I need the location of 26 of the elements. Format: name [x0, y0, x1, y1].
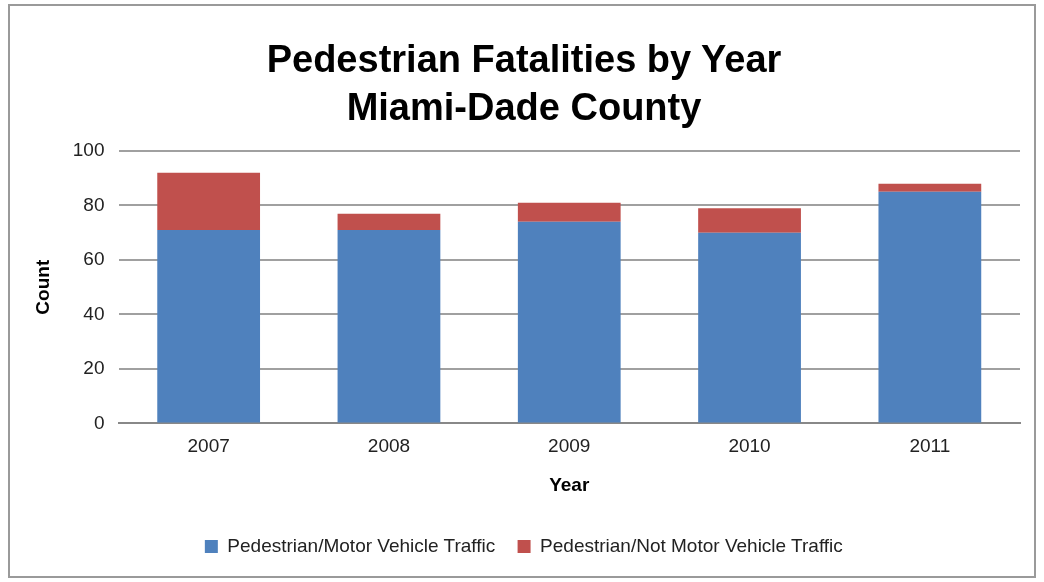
bar	[337, 213, 441, 230]
bar	[157, 172, 261, 230]
y-tick-label: 0	[93, 411, 105, 433]
legend-label: Pedestrian/Motor Vehicle Traffic	[227, 534, 496, 556]
bar	[878, 191, 982, 423]
bar	[698, 208, 801, 233]
legend-label: Pedestrian/Not Motor Vehicle Traffic	[540, 534, 843, 556]
y-tick-label: 40	[83, 302, 105, 324]
y-axis-title: Count	[31, 259, 53, 315]
x-tick-label: 2008	[367, 435, 411, 457]
x-tick-label: 2010	[728, 435, 771, 457]
bar	[878, 183, 982, 192]
x-axis-title: Year	[549, 473, 590, 495]
bar	[517, 221, 621, 423]
y-tick-label: 80	[83, 193, 105, 215]
y-tick-label: 20	[83, 357, 105, 379]
x-tick-label: 2009	[548, 435, 591, 457]
bar	[157, 230, 261, 423]
x-tick-label: 2011	[909, 435, 951, 457]
bar	[517, 202, 621, 222]
chart-title: Pedestrian Fatalities by Year Miami-Dade County	[266, 38, 782, 128]
x-tick-label: 2007	[187, 435, 230, 457]
bar	[698, 232, 801, 423]
bar	[337, 230, 441, 423]
y-tick-label: 100	[72, 139, 105, 161]
y-tick-label: 60	[83, 248, 105, 270]
